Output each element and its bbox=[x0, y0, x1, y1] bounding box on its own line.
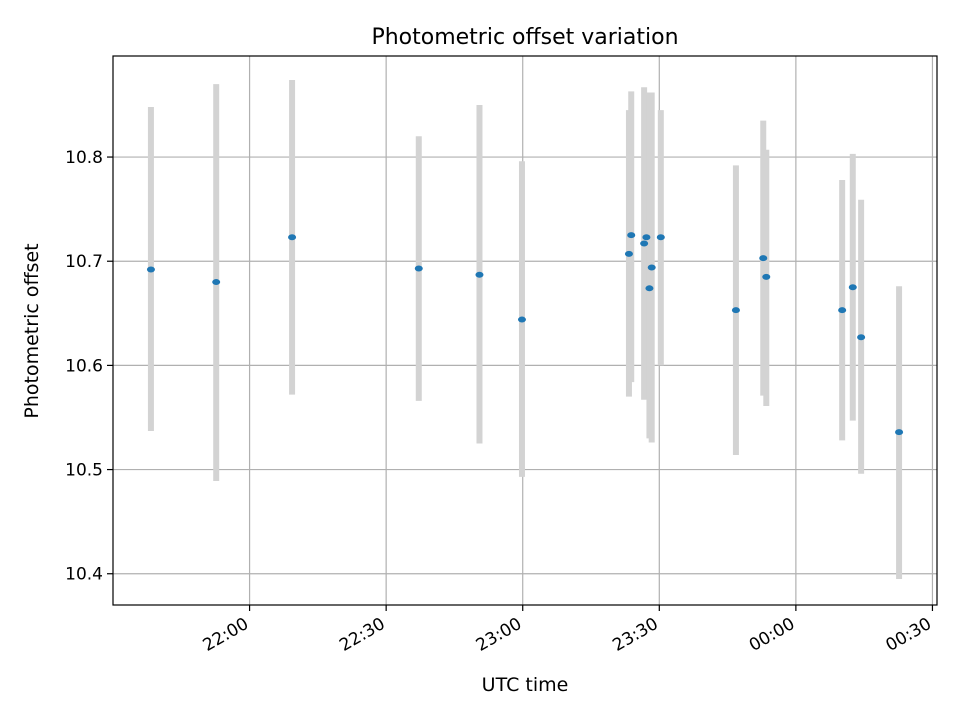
x-tick-label: 22:30 bbox=[336, 614, 388, 656]
plot-frame bbox=[112, 55, 938, 606]
x-tick-label: 00:30 bbox=[883, 614, 935, 656]
data-point bbox=[645, 285, 654, 292]
x-tick-label: 00:00 bbox=[746, 614, 798, 656]
y-tick-label: 10.7 bbox=[65, 252, 103, 272]
chart-title: Photometric offset variation bbox=[371, 25, 678, 50]
axis-ticks: 22:00 22:30 23:00 23:30 00:00 00:30 10.4 10.5 10… bbox=[65, 148, 935, 656]
data-point bbox=[414, 265, 423, 272]
data-point bbox=[857, 334, 866, 341]
data-point bbox=[517, 316, 526, 323]
y-tick-label: 10.5 bbox=[65, 461, 103, 481]
data-point bbox=[762, 273, 771, 280]
data-point bbox=[759, 255, 768, 262]
y-axis-label: Photometric offset bbox=[21, 243, 43, 418]
x-tick-label: 22:00 bbox=[200, 614, 252, 656]
grid-lines bbox=[113, 56, 937, 605]
data-point bbox=[848, 284, 857, 291]
data-point bbox=[475, 271, 484, 278]
data-point bbox=[640, 240, 649, 247]
data-points bbox=[146, 232, 904, 436]
data-point bbox=[895, 429, 904, 436]
data-point bbox=[212, 279, 221, 286]
y-tick-label: 10.6 bbox=[65, 356, 103, 376]
x-axis-label: UTC time bbox=[482, 674, 569, 696]
data-point bbox=[731, 307, 740, 314]
data-point bbox=[656, 234, 665, 241]
error-bars bbox=[147, 79, 903, 579]
data-point bbox=[146, 266, 155, 273]
data-point bbox=[642, 234, 651, 241]
data-point bbox=[647, 264, 656, 271]
x-tick-label: 23:30 bbox=[609, 614, 661, 656]
data-point bbox=[838, 307, 847, 314]
data-point bbox=[624, 250, 633, 257]
x-tick-label: 23:00 bbox=[473, 614, 525, 656]
y-tick-label: 10.4 bbox=[65, 565, 103, 585]
data-point bbox=[627, 232, 636, 239]
data-point bbox=[288, 234, 297, 241]
y-tick-label: 10.8 bbox=[65, 148, 103, 168]
